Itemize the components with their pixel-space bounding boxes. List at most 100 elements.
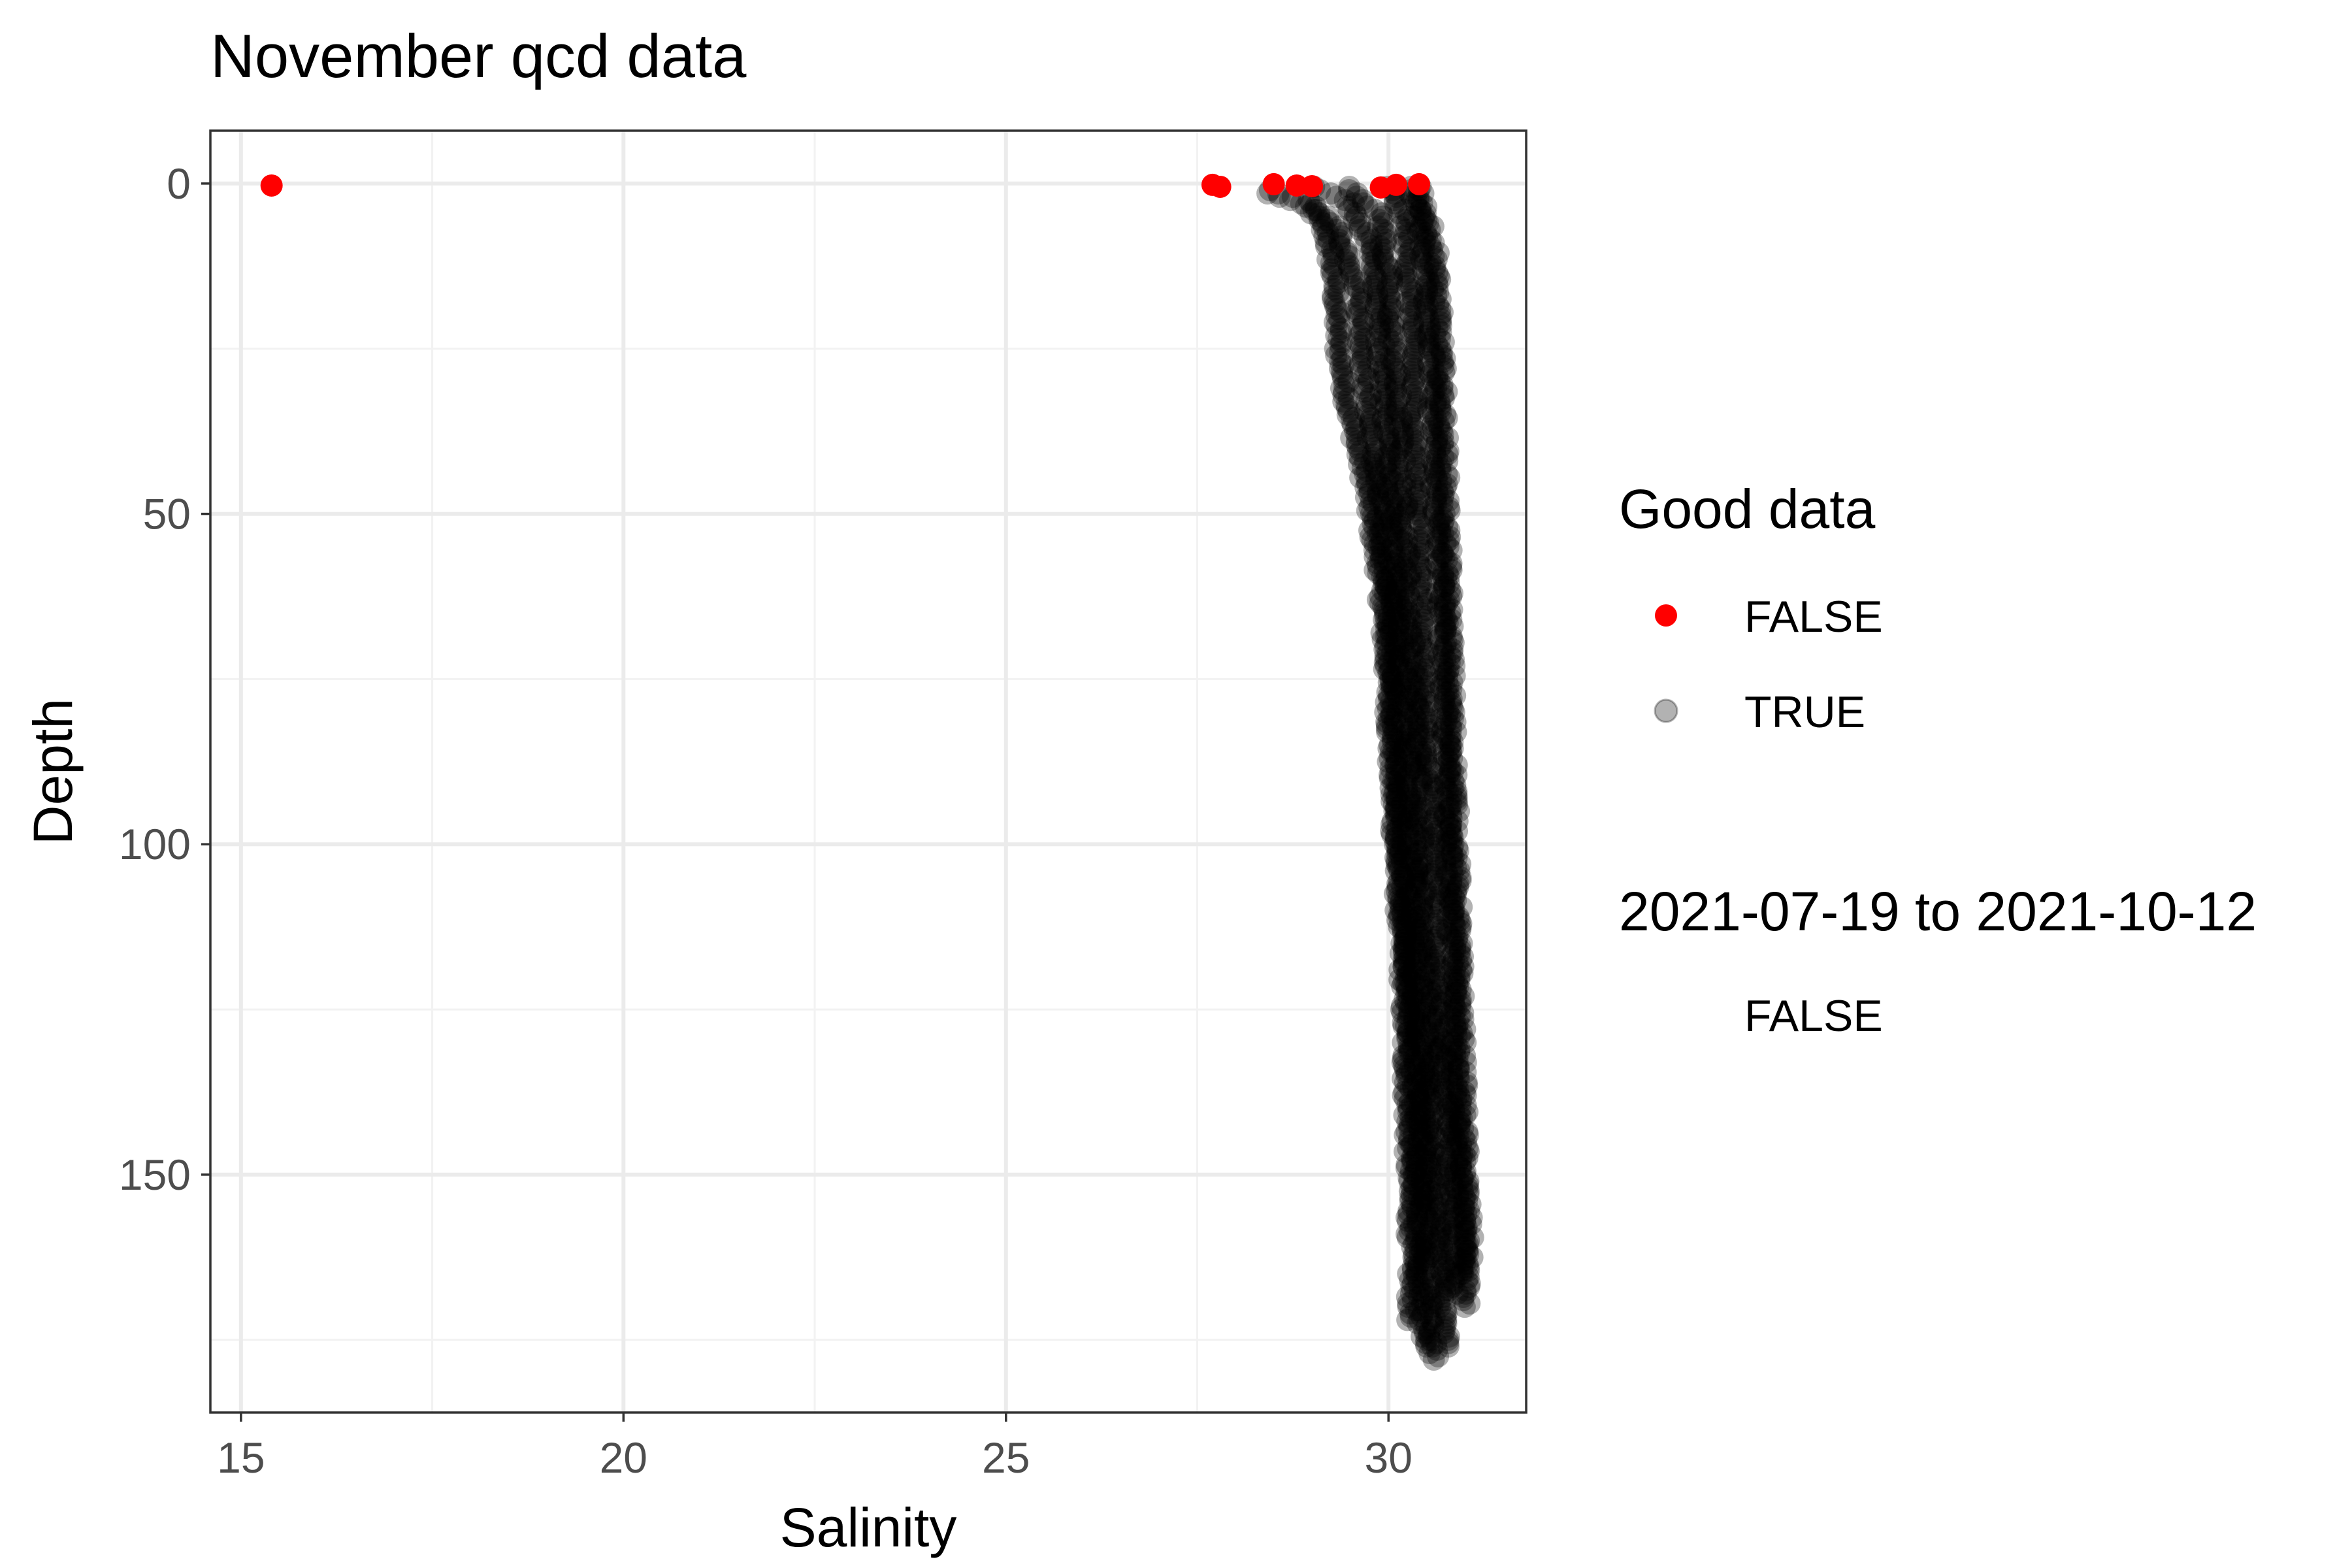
good-data-point [1421,1186,1444,1209]
good-data-point [1377,274,1399,297]
good-data-point [1428,830,1450,853]
good-data-point [1405,1156,1428,1179]
good-data-point [1367,555,1390,578]
good-data-point [1440,1190,1463,1213]
good-data-point [1416,1302,1439,1325]
good-data-point [1385,367,1408,390]
good-data-point [1442,1256,1465,1279]
good-data-point [1403,1054,1426,1077]
good-data-point [1432,1051,1455,1073]
good-data-point [1402,1173,1425,1196]
good-data-point [1417,1222,1440,1245]
good-data-point [1391,671,1414,694]
good-data-point [1407,925,1430,948]
good-data-point [1382,674,1405,697]
good-data-point [1398,602,1421,625]
good-data-point [1374,456,1397,479]
good-data-point [1401,985,1424,1007]
good-data-point [1403,730,1426,753]
good-data-point [1384,753,1407,776]
good-data-point [1383,374,1406,397]
good-data-point [1379,734,1401,757]
good-data-point [1386,909,1409,932]
good-data-point [1404,1219,1427,1242]
good-data-point [1418,1074,1441,1097]
good-data-point [1395,879,1418,902]
good-data-point [1382,793,1405,816]
good-data-point [1405,760,1428,783]
good-data-point [1394,988,1416,1011]
good-data-point [1426,1203,1448,1226]
good-data-point [1330,225,1353,248]
good-data-point [1401,281,1424,304]
good-data-point [1408,1177,1431,1200]
good-data-point [1413,1077,1436,1100]
good-data-point [1349,334,1372,357]
good-data-point [1415,1328,1438,1351]
good-data-point [1383,414,1406,436]
good-data-point [1371,406,1394,429]
good-data-point [1377,737,1400,760]
good-data-point [1402,1047,1425,1070]
good-data-point [1436,1173,1459,1196]
good-data-point [1364,295,1387,318]
good-data-point [1413,1054,1435,1077]
good-data-point [1369,493,1392,515]
good-data-point [1412,1289,1435,1312]
good-data-point [1412,1041,1435,1064]
good-data-point [1400,1147,1423,1169]
good-data-point [1414,1190,1437,1213]
good-data-point [1369,321,1392,344]
good-data-point [1328,231,1351,254]
good-data-point [1382,470,1405,493]
good-data-point [1401,1196,1424,1219]
good-data-point [1396,906,1419,928]
good-data-point [1367,361,1390,384]
good-data-point [1356,221,1379,244]
good-data-point [1402,1124,1425,1147]
good-data-point [1377,403,1399,426]
good-data-point [1397,1041,1420,1064]
good-data-point [1409,1243,1431,1266]
good-data-point [1401,374,1424,397]
good-data-point [1414,1296,1437,1318]
good-data-point [1399,621,1422,644]
good-data-point [1406,859,1429,882]
good-data-point [1407,1272,1430,1295]
good-data-point [1420,981,1443,1004]
good-data-point [1411,915,1434,938]
good-data-point [1399,1186,1422,1209]
good-data-point [1373,512,1396,535]
good-data-point [1422,1100,1445,1123]
good-data-point [1380,536,1403,559]
good-data-point [1439,1100,1462,1123]
good-data-point [1390,830,1413,853]
good-data-point [1405,1226,1428,1249]
good-data-point [1422,1034,1445,1057]
good-data-point [1399,783,1422,806]
good-data-point [1388,968,1411,991]
y-tick-label: 150 [119,1151,191,1199]
good-data-point [1403,1183,1426,1206]
good-data-point [1428,1183,1450,1206]
good-data-point [1434,1279,1457,1301]
good-data-point [1420,816,1443,839]
good-data-point [1392,258,1415,281]
good-data-point [1403,1163,1426,1186]
good-data-point [1385,806,1408,829]
good-data-point [1383,542,1406,565]
good-data-point [1424,945,1446,968]
good-data-point [1416,753,1439,776]
good-data-point [1320,252,1343,274]
good-data-point [1401,1074,1424,1097]
good-data-point [1411,1034,1434,1057]
good-data-point [1392,638,1415,661]
good-data-point [1390,998,1413,1021]
good-data-point [1414,862,1437,885]
good-data-point [1430,991,1453,1014]
good-data-point [1421,1335,1444,1358]
good-data-point [1377,684,1400,707]
good-data-point [1419,1226,1442,1249]
good-data-point [1396,1222,1418,1245]
good-data-point [1392,955,1415,978]
